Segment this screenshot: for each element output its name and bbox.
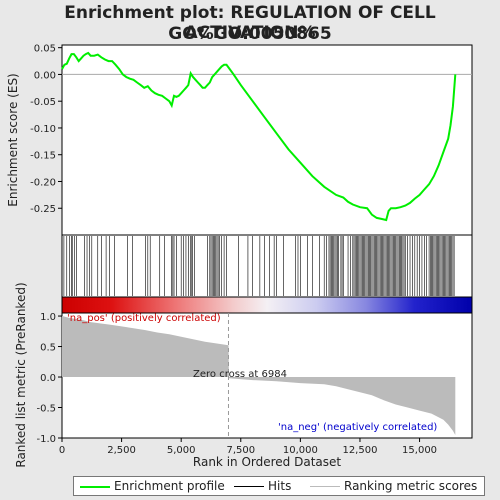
neg-correlated-label: 'na_neg' (negatively correlated) xyxy=(278,422,437,433)
pos-correlated-label: 'na_pos' (positively correlated) xyxy=(67,313,221,324)
legend-swatch-hits xyxy=(234,486,264,487)
x-tick-label: 15,000 xyxy=(402,445,437,456)
legend-label-enrichment: Enrichment profile xyxy=(114,479,225,493)
rank-y-tick-label: 0.0 xyxy=(40,373,56,384)
es-y-tick-label: -0.25 xyxy=(30,204,56,215)
x-tick-label: 0 xyxy=(59,445,65,456)
es-y-axis-label: Enrichment score (ES) xyxy=(6,73,20,206)
legend-swatch-ranking xyxy=(310,486,340,487)
rank-y-tick-label: -1.0 xyxy=(36,434,56,445)
legend-label-hits: Hits xyxy=(268,479,292,493)
legend-label-ranking: Ranking metric scores xyxy=(344,479,478,493)
chart-legend: Enrichment profile Hits Ranking metric s… xyxy=(73,476,485,496)
x-tick-label: 10,000 xyxy=(283,445,318,456)
es-y-tick-label: -0.15 xyxy=(30,151,56,162)
ranking-metric-area xyxy=(62,316,456,435)
rank-y-tick-label: -0.5 xyxy=(36,404,56,415)
zero-cross-label: Zero cross at 6984 xyxy=(193,369,287,380)
enrichment-plot: 0.050.00-0.05-0.10-0.15-0.20-0.251.00.50… xyxy=(6,44,473,469)
legend-swatch-enrichment xyxy=(80,486,110,488)
es-y-tick-label: 0.00 xyxy=(34,70,56,81)
x-tick-label: 5,000 xyxy=(167,445,196,456)
rank-y-tick-label: 1.0 xyxy=(40,312,56,323)
x-tick-label: 7,500 xyxy=(226,445,255,456)
chart-title-line1: Enrichment plot: REGULATION OF CELL ACTI… xyxy=(64,3,436,43)
es-y-tick-label: -0.10 xyxy=(30,124,56,135)
x-axis-label: Rank in Ordered Dataset xyxy=(193,455,341,469)
rank-y-tick-label: 0.5 xyxy=(40,343,56,354)
hits-panel xyxy=(61,234,473,298)
enrichment-profile-line xyxy=(61,51,457,222)
rank-color-band xyxy=(61,296,473,314)
chart-title-line2: GO%GO:0050865 xyxy=(168,24,332,44)
es-panel xyxy=(61,44,473,236)
es-y-tick-label: -0.20 xyxy=(30,177,56,188)
x-tick-label: 2,500 xyxy=(107,445,136,456)
rank-y-axis-label: Ranked list metric (PreRanked) xyxy=(14,282,28,467)
es-y-tick-label: -0.05 xyxy=(30,97,56,108)
x-tick-label: 12,500 xyxy=(342,445,377,456)
es-y-tick-label: 0.05 xyxy=(34,44,56,55)
